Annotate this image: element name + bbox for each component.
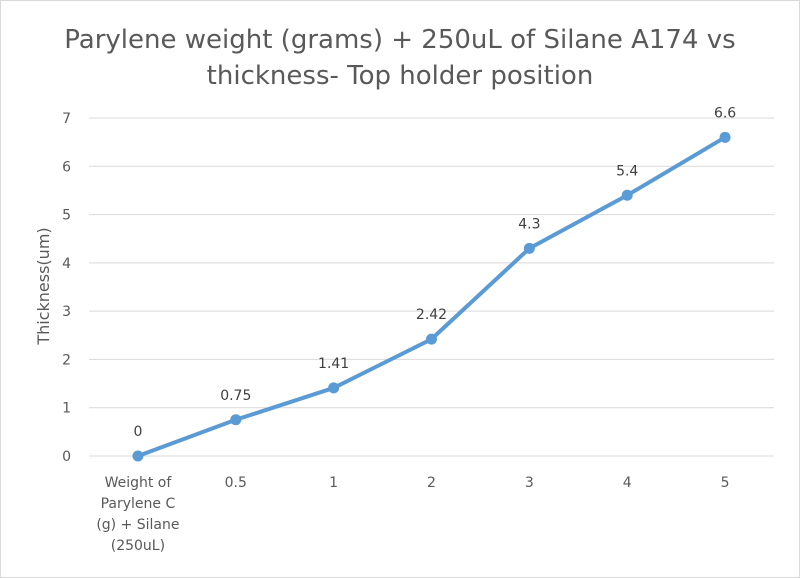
data-label: 0.75 <box>220 388 251 404</box>
y-tick-label: 3 <box>62 304 71 320</box>
x-tick-label-line: 1 <box>329 475 338 491</box>
x-tick-label: 5 <box>721 475 730 491</box>
chart-title: Parylene weight (grams) + 250uL of Silan… <box>64 25 735 91</box>
data-label: 4.3 <box>518 216 540 232</box>
x-tick-label-line: (g) + Silane <box>96 517 179 533</box>
data-label: 0 <box>133 424 142 440</box>
y-tick-label: 5 <box>62 208 71 224</box>
x-tick-label: 0.5 <box>225 475 247 491</box>
data-label: 2.42 <box>416 307 447 323</box>
x-tick-label-line: 4 <box>623 475 632 491</box>
x-tick-label: 3 <box>525 475 534 491</box>
data-label: 1.41 <box>318 356 349 372</box>
y-tick-label: 6 <box>62 159 71 175</box>
x-axis-ticks: Weight of Parylene C (g) + Silane (250uL) 0.… <box>96 475 729 554</box>
gridlines <box>89 117 774 457</box>
x-tick-label-line: (250uL) <box>111 538 165 554</box>
data-point <box>719 131 731 143</box>
x-tick-label: Weight of Parylene C (g) + Silane (250uL) <box>96 475 179 554</box>
x-tick-label-line: 2 <box>427 475 436 491</box>
y-axis-label: Thickness(um) <box>34 227 53 345</box>
data-point <box>328 382 340 394</box>
y-tick-label: 2 <box>62 352 71 368</box>
y-tick-label: 0 <box>62 449 71 465</box>
data-point <box>523 242 535 254</box>
data-point <box>621 189 633 201</box>
data-labels: 0 0.75 1.41 2.42 4.3 5.4 6.6 <box>133 105 736 440</box>
data-point <box>230 414 242 426</box>
x-tick-label-line: Weight of <box>105 475 173 491</box>
x-tick-label: 4 <box>623 475 632 491</box>
series <box>132 131 731 462</box>
y-tick-label: 4 <box>62 256 71 272</box>
y-tick-label: 1 <box>62 401 71 417</box>
x-tick-label-line: 0.5 <box>225 475 247 491</box>
x-tick-label: 2 <box>427 475 436 491</box>
data-point <box>426 333 437 345</box>
x-tick-label-line: 3 <box>525 475 534 491</box>
x-tick-label-line: Parylene C <box>101 496 176 512</box>
data-label: 6.6 <box>714 105 736 121</box>
y-tick-label: 7 <box>62 111 71 127</box>
chart-title-line: Parylene weight (grams) + 250uL of Silan… <box>64 25 735 55</box>
x-tick-label-line: 5 <box>721 475 730 491</box>
data-point <box>132 450 144 462</box>
data-label: 5.4 <box>616 163 638 179</box>
x-tick-label: 1 <box>329 475 338 491</box>
chart-title-line: thickness- Top holder position <box>207 61 594 91</box>
y-axis-ticks: 0 1 2 3 4 5 6 7 <box>62 111 71 465</box>
